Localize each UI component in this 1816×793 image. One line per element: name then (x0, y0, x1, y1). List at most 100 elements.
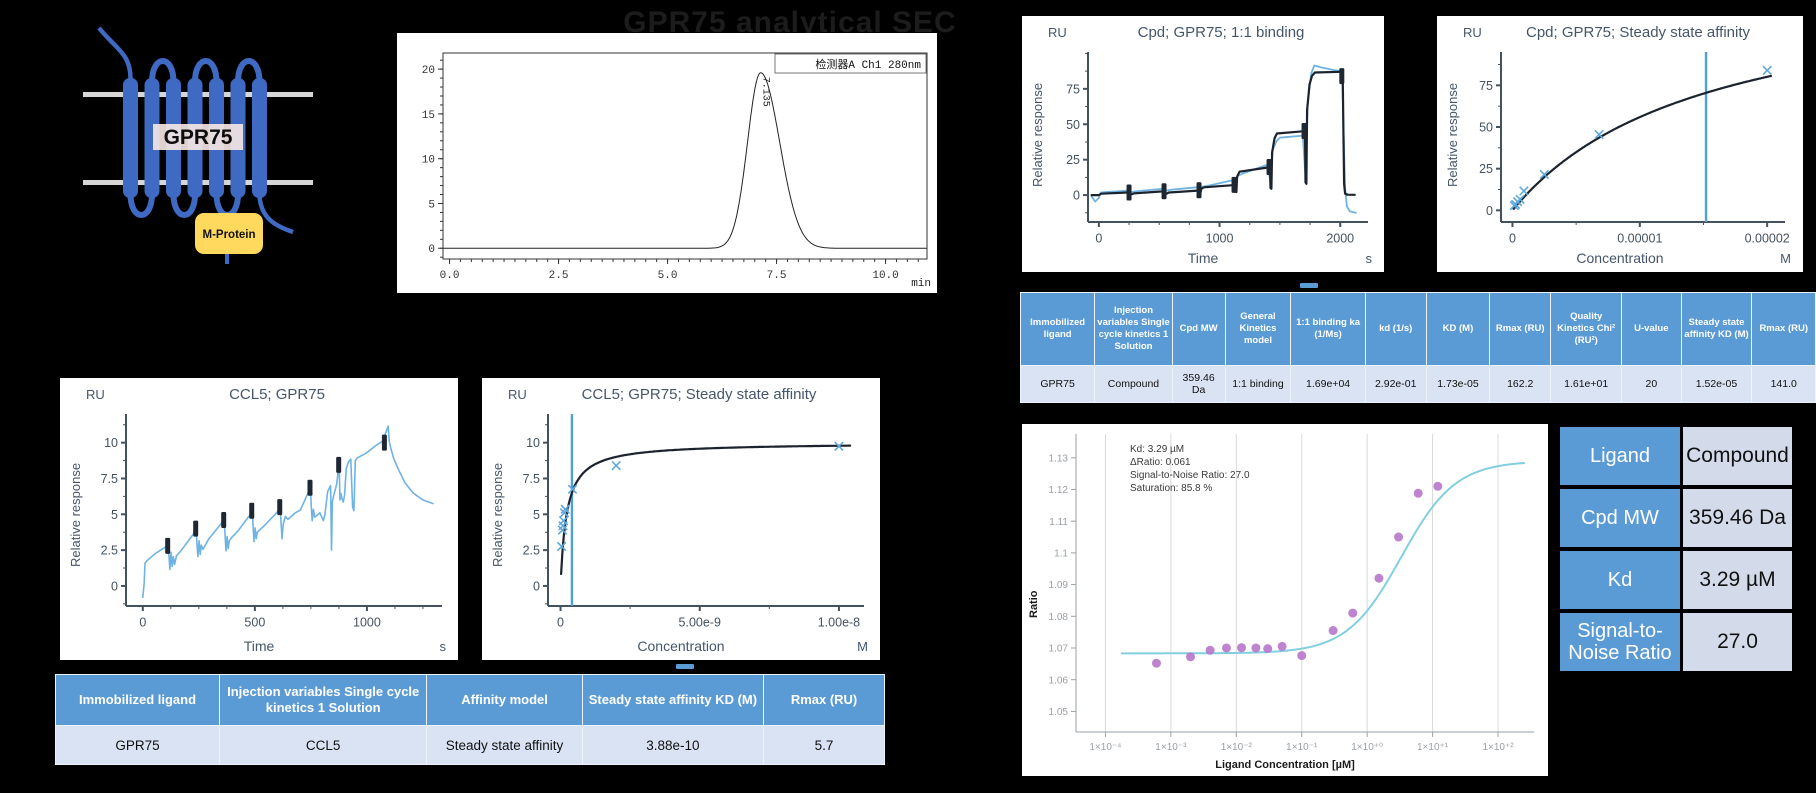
ccl5-affinity-plot: 0 5.00e-9 1.00e-8 0 2.5 5 7.5 10 (523, 414, 864, 630)
data-cell: 1.61e+01 (1550, 365, 1623, 403)
summary-value: 27.0 (1683, 613, 1792, 671)
m-protein-tag-box (195, 213, 263, 254)
y-tick-label: 5 (533, 508, 540, 522)
table-row: GPR75 CCL5 Steady state affinity 3.88e-10 5.… (54, 725, 885, 765)
spr-panel-cpd-affinity: RU Cpd; GPR75; Steady state affinity Rel… (1437, 16, 1803, 272)
data-cell: 359.46 Da (1171, 365, 1226, 403)
y-axis-label: Ratio (1028, 590, 1040, 618)
svg-text:Saturation: 85.8 %: Saturation: 85.8 % (1130, 483, 1212, 494)
x-unit-label: s (1365, 251, 1373, 266)
column-header: Cpd MW (1171, 292, 1226, 366)
x-tick-label: 1×10⁺¹ (1417, 742, 1449, 753)
data-cell: CCL5 (219, 725, 428, 765)
series-data (142, 425, 434, 599)
x-tick-label: 0.0 (440, 270, 460, 282)
column-header: General Kinetics model (1224, 292, 1292, 366)
spr-panel-ccl5-kinetics: RU CCL5; GPR75 Relative response 0 500 100… (60, 378, 458, 660)
y-tick-label: 0 (428, 244, 435, 256)
y-tick-label: 7.5 (101, 472, 118, 486)
data-point-dots (1151, 481, 1443, 668)
y-tick-label: 1.1 (1054, 548, 1068, 559)
data-cell: 141.0 (1751, 365, 1816, 403)
column-header: Affinity model (426, 674, 583, 726)
cpd-kinetics-table: Immobilized ligand Injection variables Si… (1019, 292, 1816, 403)
y-tick-label: 1.11 (1049, 517, 1068, 528)
data-cell: 162.2 (1489, 365, 1552, 403)
column-header: Rmax (RU) (763, 674, 885, 726)
column-header: Quality Kinetics Chi² (RU²) (1550, 292, 1623, 366)
y-tick-label: 10 (526, 436, 540, 450)
column-header: Rmax (RU) (1489, 292, 1552, 366)
ru-unit-label: RU (1463, 25, 1482, 40)
gpr75-protein-diagram: GPR75 M-Protein (83, 26, 313, 264)
x-tick-label: 1000 (353, 616, 381, 630)
x-tick-label: 0.00001 (1617, 232, 1662, 246)
x-tick-label: 2.5 (549, 270, 569, 282)
x-tick-label: 2000 (1326, 232, 1354, 246)
x-tick-label: 0 (1509, 232, 1516, 246)
y-tick-label: 15 (422, 110, 435, 122)
data-cell: Compound (1094, 365, 1173, 403)
summary-row: Ligand Compound (1560, 427, 1792, 485)
x-tick-label: 1.00e-8 (818, 616, 860, 630)
affinity-fit-curve (1512, 74, 1773, 210)
y-tick-label: 0 (111, 579, 118, 593)
summary-label: Kd (1560, 551, 1680, 609)
data-cell: GPR75 (1019, 365, 1096, 403)
accent-dash (1300, 283, 1318, 288)
y-tick-label: 20 (422, 65, 435, 77)
y-tick-label: 1.05 (1049, 707, 1069, 718)
legend-box (774, 53, 927, 74)
spr-panel-cpd-kinetics: RU Cpd; GPR75; 1:1 binding Relative resp… (1022, 16, 1384, 272)
x-tick-label: 1×10⁺² (1482, 742, 1514, 753)
plot-frame (442, 52, 928, 260)
ru-unit-label: RU (508, 387, 527, 402)
n-terminus-curve (97, 26, 133, 81)
y-axis-label: Relative response (1445, 82, 1460, 188)
y-tick-label: 2.5 (523, 544, 540, 558)
x-tick-label: 5.0 (658, 270, 678, 282)
mst-panel: Ratio 1×10⁻⁴ 1×10⁻³ 1×10⁻² 1×10⁻¹ 1×10⁺⁰ 1×10… (1022, 424, 1548, 776)
summary-row: Kd 3.29 µM (1560, 551, 1792, 609)
column-header: KD (M) (1425, 292, 1491, 366)
chromatogram-trace (443, 72, 927, 249)
svg-text:ΔRatio: 0.061: ΔRatio: 0.061 (1130, 457, 1191, 468)
sec-x-unit: min (911, 278, 931, 290)
spr-panel-ccl5-affinity: RU CCL5; GPR75; Steady state affinity Re… (482, 378, 880, 660)
data-cell: 5.7 (763, 725, 885, 765)
y-tick-label: 1.06 (1049, 675, 1069, 686)
ru-unit-label: RU (86, 387, 105, 402)
cpd-kinetics-plot: 0 1000 2000 0 25 50 75 (1066, 52, 1368, 246)
protein-label-band (153, 124, 243, 150)
svg-text:Signal-to-Noise Ratio: 27.0: Signal-to-Noise Ratio: 27.0 (1130, 470, 1250, 481)
y-tick-label: 0 (1073, 189, 1080, 203)
x-tick-label: 1×10⁻³ (1155, 742, 1187, 753)
plot-title: CCL5; GPR75 (229, 386, 325, 403)
column-header: Immobilized ligand (54, 674, 221, 726)
column-header: U-value (1621, 292, 1682, 366)
summary-value: 359.46 Da (1683, 489, 1792, 547)
sec-chromatogram-panel: 0.0 2.5 5.0 7.5 10.0 0 5 10 15 20 检测器A Ch1 280nm 7.… (397, 33, 937, 293)
x-axis-label: Concentration (637, 638, 725, 654)
y-tick-label: 1.07 (1049, 644, 1069, 655)
mst-summary-table: Ligand Compound Cpd MW 359.46 Da Kd 3.29 µM Si… (1560, 427, 1792, 675)
x-axis-label: Ligand Concentration [µM] (1215, 759, 1355, 771)
report-point-bars (1126, 68, 1345, 201)
column-header: 1:1 binding ka (1/Ms) (1290, 292, 1366, 366)
y-tick-label: 1.09 (1049, 580, 1069, 591)
x-unit-label: M (1780, 251, 1791, 266)
data-point-markers (1509, 65, 1772, 211)
plot-title: CCL5; GPR75; Steady state affinity (581, 386, 817, 403)
data-cell: 3.88e-10 (581, 725, 765, 765)
x-unit-label: M (857, 639, 868, 654)
data-cell: 2.92e-01 (1364, 365, 1427, 403)
y-tick-label: 7.5 (523, 472, 540, 486)
results-table: Immobilized ligand Injection variables Si… (54, 674, 885, 765)
data-cell: 1:1 binding (1224, 365, 1292, 403)
mst-dose-response-plot: 1×10⁻⁴ 1×10⁻³ 1×10⁻² 1×10⁻¹ 1×10⁺⁰ 1×10⁺¹ 1×10… (1049, 434, 1534, 753)
series-1:1 binding fit (1090, 70, 1356, 197)
x-tick-label: 1×10⁻⁴ (1089, 742, 1121, 753)
summary-label: Signal-to-Noise Ratio (1560, 613, 1680, 671)
ccl5-affinity-table: Immobilized ligand Injection variables Si… (54, 674, 885, 765)
